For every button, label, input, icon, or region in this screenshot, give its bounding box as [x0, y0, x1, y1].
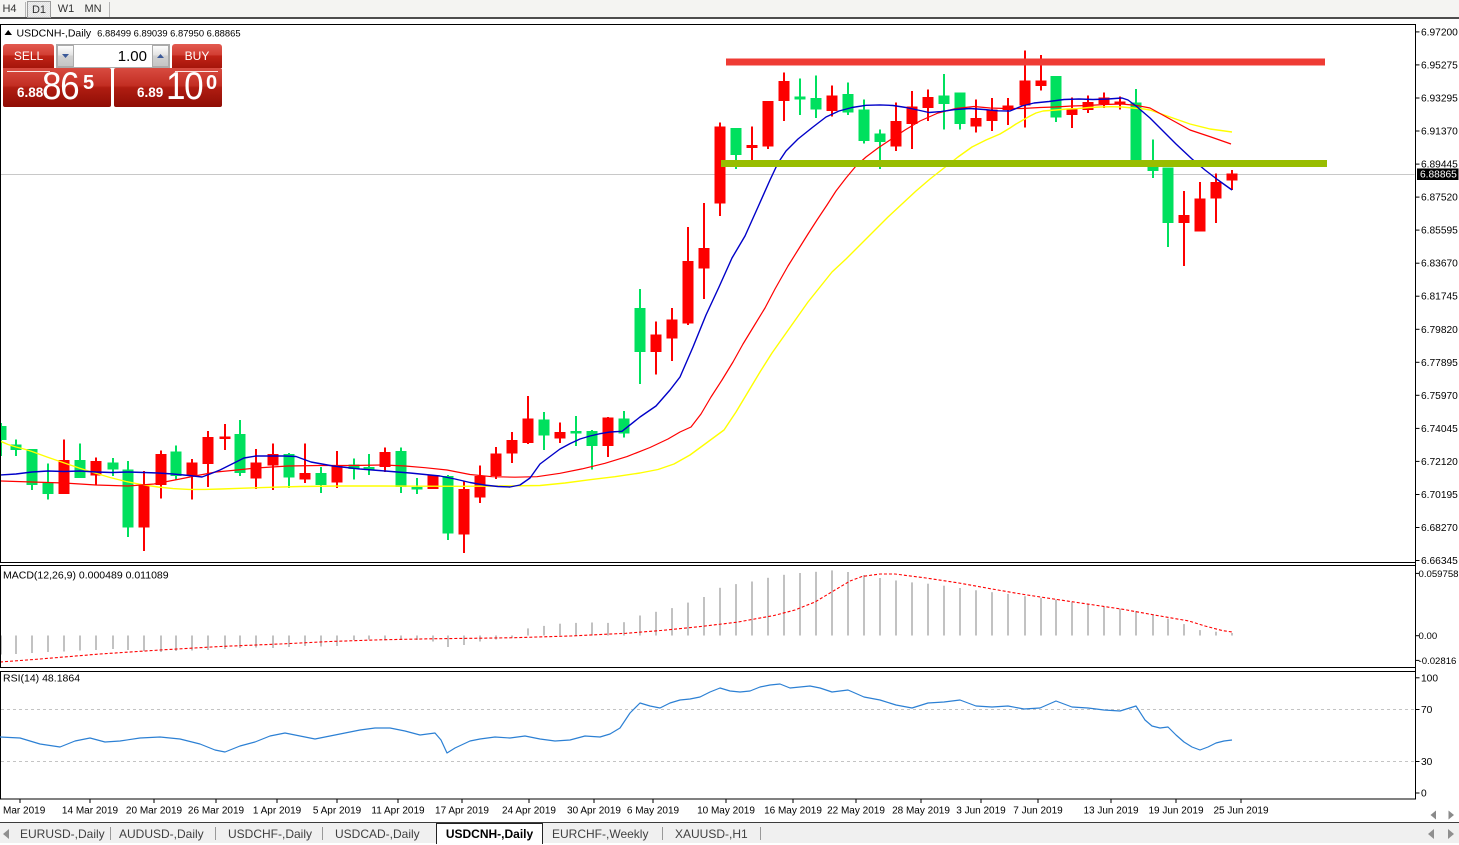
svg-text:19 Jun 2019: 19 Jun 2019: [1148, 806, 1203, 817]
svg-text:RSI(14) 48.1864: RSI(14) 48.1864: [3, 673, 80, 685]
svg-text:100: 100: [1421, 673, 1438, 684]
svg-text:MACD(12,26,9) 0.000489 0.01108: MACD(12,26,9) 0.000489 0.011089: [3, 570, 169, 582]
svg-text:0: 0: [1421, 789, 1427, 800]
svg-text:1 Apr 2019: 1 Apr 2019: [253, 806, 302, 817]
svg-text:13 Jun 2019: 13 Jun 2019: [1083, 806, 1138, 817]
svg-text:6.87520: 6.87520: [1421, 193, 1458, 204]
svg-text:6.79820: 6.79820: [1421, 325, 1458, 336]
svg-text:3 Jun 2019: 3 Jun 2019: [956, 806, 1006, 817]
svg-text:16 May 2019: 16 May 2019: [764, 806, 822, 817]
svg-text:25 Jun 2019: 25 Jun 2019: [1213, 806, 1268, 817]
svg-text:6.89445: 6.89445: [1421, 160, 1458, 171]
svg-text:24 Apr 2019: 24 Apr 2019: [502, 806, 556, 817]
svg-text:10 May 2019: 10 May 2019: [697, 806, 755, 817]
svg-text:14 Mar 2019: 14 Mar 2019: [62, 806, 119, 817]
svg-text:5 Apr 2019: 5 Apr 2019: [313, 806, 362, 817]
svg-text:0.059758: 0.059758: [1419, 569, 1459, 580]
svg-text:6.81745: 6.81745: [1421, 292, 1458, 303]
svg-text:6.77895: 6.77895: [1421, 358, 1458, 369]
svg-text:6.93295: 6.93295: [1421, 94, 1458, 105]
svg-text:26 Mar 2019: 26 Mar 2019: [188, 806, 245, 817]
svg-text:6 May 2019: 6 May 2019: [627, 806, 680, 817]
svg-text:70: 70: [1421, 705, 1433, 716]
svg-text:30 Apr 2019: 30 Apr 2019: [567, 806, 621, 817]
svg-text:20 Mar 2019: 20 Mar 2019: [126, 806, 183, 817]
svg-text:28 May 2019: 28 May 2019: [892, 806, 950, 817]
svg-text:7 Jun 2019: 7 Jun 2019: [1013, 806, 1063, 817]
svg-text:6.85595: 6.85595: [1421, 226, 1458, 237]
svg-text:6.88865: 6.88865: [1420, 170, 1457, 181]
svg-text:6.74045: 6.74045: [1421, 424, 1458, 435]
svg-text:6.66345: 6.66345: [1421, 556, 1458, 567]
svg-text:6.75970: 6.75970: [1421, 391, 1458, 402]
svg-text:-0.02816: -0.02816: [1419, 656, 1457, 667]
svg-text:6.95275: 6.95275: [1421, 60, 1458, 71]
svg-text:6.91370: 6.91370: [1421, 127, 1458, 138]
svg-text:6.68270: 6.68270: [1421, 523, 1458, 534]
svg-text:17 Apr 2019: 17 Apr 2019: [435, 806, 489, 817]
svg-text:11 Apr 2019: 11 Apr 2019: [371, 806, 425, 817]
svg-text:30: 30: [1421, 757, 1433, 768]
svg-text:6.72120: 6.72120: [1421, 457, 1458, 468]
svg-text:8 Mar 2019: 8 Mar 2019: [0, 806, 46, 817]
svg-text:6.97200: 6.97200: [1421, 27, 1458, 38]
svg-text:22 May 2019: 22 May 2019: [827, 806, 885, 817]
svg-text:6.70195: 6.70195: [1421, 490, 1458, 501]
svg-text:0.00: 0.00: [1419, 631, 1438, 642]
svg-text:6.83670: 6.83670: [1421, 259, 1458, 270]
